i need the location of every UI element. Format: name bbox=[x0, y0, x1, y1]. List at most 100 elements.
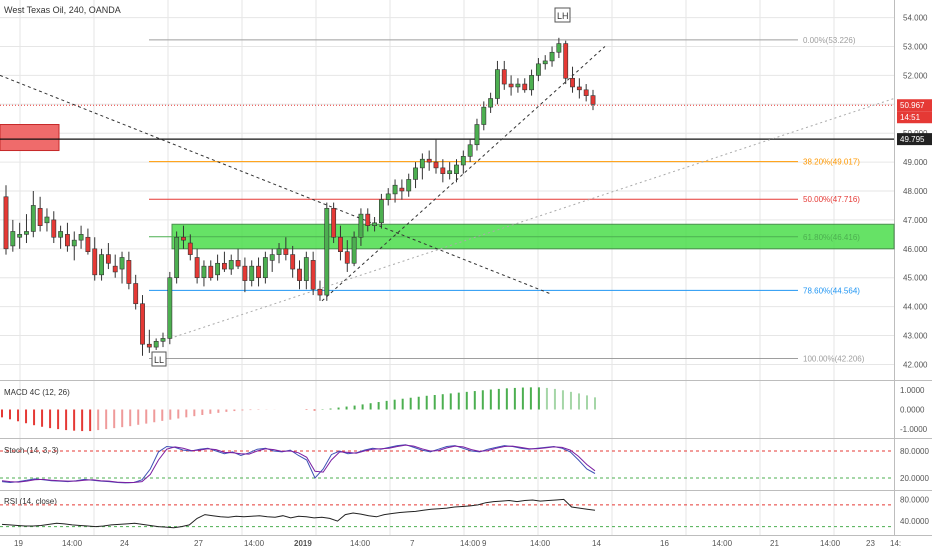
candle[interactable] bbox=[146, 343, 152, 348]
candle[interactable] bbox=[570, 77, 575, 88]
candle[interactable] bbox=[78, 234, 84, 241]
candle[interactable] bbox=[126, 260, 132, 284]
candle[interactable] bbox=[51, 219, 57, 238]
candle[interactable] bbox=[344, 251, 350, 264]
price-tag-label: 50.967 bbox=[900, 101, 925, 110]
candle[interactable] bbox=[583, 89, 589, 96]
candle[interactable] bbox=[419, 158, 425, 169]
candle[interactable] bbox=[44, 216, 50, 224]
candle[interactable] bbox=[276, 248, 282, 255]
candle[interactable] bbox=[105, 254, 111, 264]
candle[interactable] bbox=[317, 288, 323, 296]
candle[interactable] bbox=[24, 231, 29, 235]
candle[interactable] bbox=[392, 184, 398, 195]
time-tick-label: 14 bbox=[592, 539, 601, 548]
candle[interactable] bbox=[242, 265, 248, 281]
lh-label-box[interactable] bbox=[554, 7, 571, 23]
candle[interactable] bbox=[256, 265, 261, 279]
candle[interactable] bbox=[65, 234, 70, 247]
candle[interactable] bbox=[372, 222, 377, 226]
stoch-tick-label: 20.0000 bbox=[900, 474, 929, 483]
candle[interactable] bbox=[99, 254, 104, 276]
candle[interactable] bbox=[222, 262, 227, 270]
candle[interactable] bbox=[140, 303, 145, 345]
candle[interactable] bbox=[549, 51, 555, 62]
candle[interactable] bbox=[426, 158, 432, 163]
candle[interactable] bbox=[576, 86, 582, 91]
candle[interactable] bbox=[269, 254, 275, 261]
candle[interactable] bbox=[215, 262, 221, 276]
candle[interactable] bbox=[249, 265, 255, 281]
candle[interactable] bbox=[58, 231, 64, 238]
candle[interactable] bbox=[495, 69, 500, 99]
candle[interactable] bbox=[153, 341, 159, 348]
candle[interactable] bbox=[365, 213, 371, 226]
candle[interactable] bbox=[454, 164, 459, 174]
candle[interactable] bbox=[529, 75, 534, 91]
candle[interactable] bbox=[71, 239, 77, 247]
candle[interactable] bbox=[488, 98, 494, 108]
candle[interactable] bbox=[542, 60, 548, 65]
candle[interactable] bbox=[563, 43, 569, 79]
candle[interactable] bbox=[460, 156, 466, 166]
candle[interactable] bbox=[112, 265, 118, 273]
candle[interactable] bbox=[283, 248, 289, 255]
candle[interactable] bbox=[378, 199, 384, 224]
candle[interactable] bbox=[235, 260, 241, 267]
candle[interactable] bbox=[413, 167, 418, 180]
candle[interactable] bbox=[160, 338, 166, 342]
candle[interactable] bbox=[358, 213, 364, 238]
candle[interactable] bbox=[501, 69, 507, 85]
channel-line[interactable] bbox=[169, 98, 895, 339]
candle[interactable] bbox=[535, 63, 541, 76]
candle[interactable] bbox=[406, 179, 412, 192]
rsi-tick-label: 80.0000 bbox=[900, 495, 929, 504]
candle[interactable] bbox=[467, 144, 473, 157]
candle[interactable] bbox=[481, 106, 487, 125]
candle[interactable] bbox=[3, 196, 9, 250]
candle[interactable] bbox=[187, 242, 193, 255]
candle[interactable] bbox=[310, 260, 316, 290]
candle[interactable] bbox=[174, 236, 180, 279]
candle[interactable] bbox=[37, 208, 43, 226]
candle[interactable] bbox=[119, 257, 125, 270]
candle[interactable] bbox=[10, 231, 16, 247]
candle[interactable] bbox=[201, 265, 207, 279]
candle[interactable] bbox=[194, 257, 200, 279]
candle[interactable] bbox=[508, 83, 514, 88]
candle[interactable] bbox=[522, 83, 528, 91]
candle[interactable] bbox=[208, 265, 214, 279]
time-tick-label: 7 bbox=[410, 539, 415, 548]
candle[interactable] bbox=[297, 268, 302, 281]
candle[interactable] bbox=[181, 236, 186, 241]
candle[interactable] bbox=[167, 277, 173, 339]
candle[interactable] bbox=[30, 205, 36, 232]
candle[interactable] bbox=[399, 187, 405, 192]
candle[interactable] bbox=[290, 254, 296, 270]
candle[interactable] bbox=[447, 170, 453, 174]
candle[interactable] bbox=[433, 161, 439, 169]
candle[interactable] bbox=[331, 208, 337, 238]
candle[interactable] bbox=[228, 260, 234, 270]
price-tick-label: 42.000 bbox=[903, 360, 928, 369]
candle[interactable] bbox=[556, 43, 562, 53]
downtrend-line[interactable] bbox=[0, 74, 551, 295]
candle[interactable] bbox=[440, 167, 446, 174]
candle[interactable] bbox=[515, 83, 521, 88]
candle[interactable] bbox=[474, 124, 480, 146]
candle[interactable] bbox=[385, 193, 391, 200]
candle[interactable] bbox=[133, 283, 139, 305]
candle[interactable] bbox=[85, 236, 91, 253]
candle[interactable] bbox=[262, 257, 268, 279]
candle[interactable] bbox=[338, 236, 343, 253]
candle[interactable] bbox=[324, 208, 330, 296]
candle[interactable] bbox=[92, 248, 98, 276]
ll-label-box[interactable] bbox=[151, 351, 167, 367]
candle[interactable] bbox=[17, 234, 23, 238]
candle[interactable] bbox=[303, 257, 309, 281]
candle[interactable] bbox=[590, 95, 596, 105]
candle[interactable] bbox=[351, 236, 357, 264]
supply-zone-box[interactable] bbox=[0, 124, 60, 152]
